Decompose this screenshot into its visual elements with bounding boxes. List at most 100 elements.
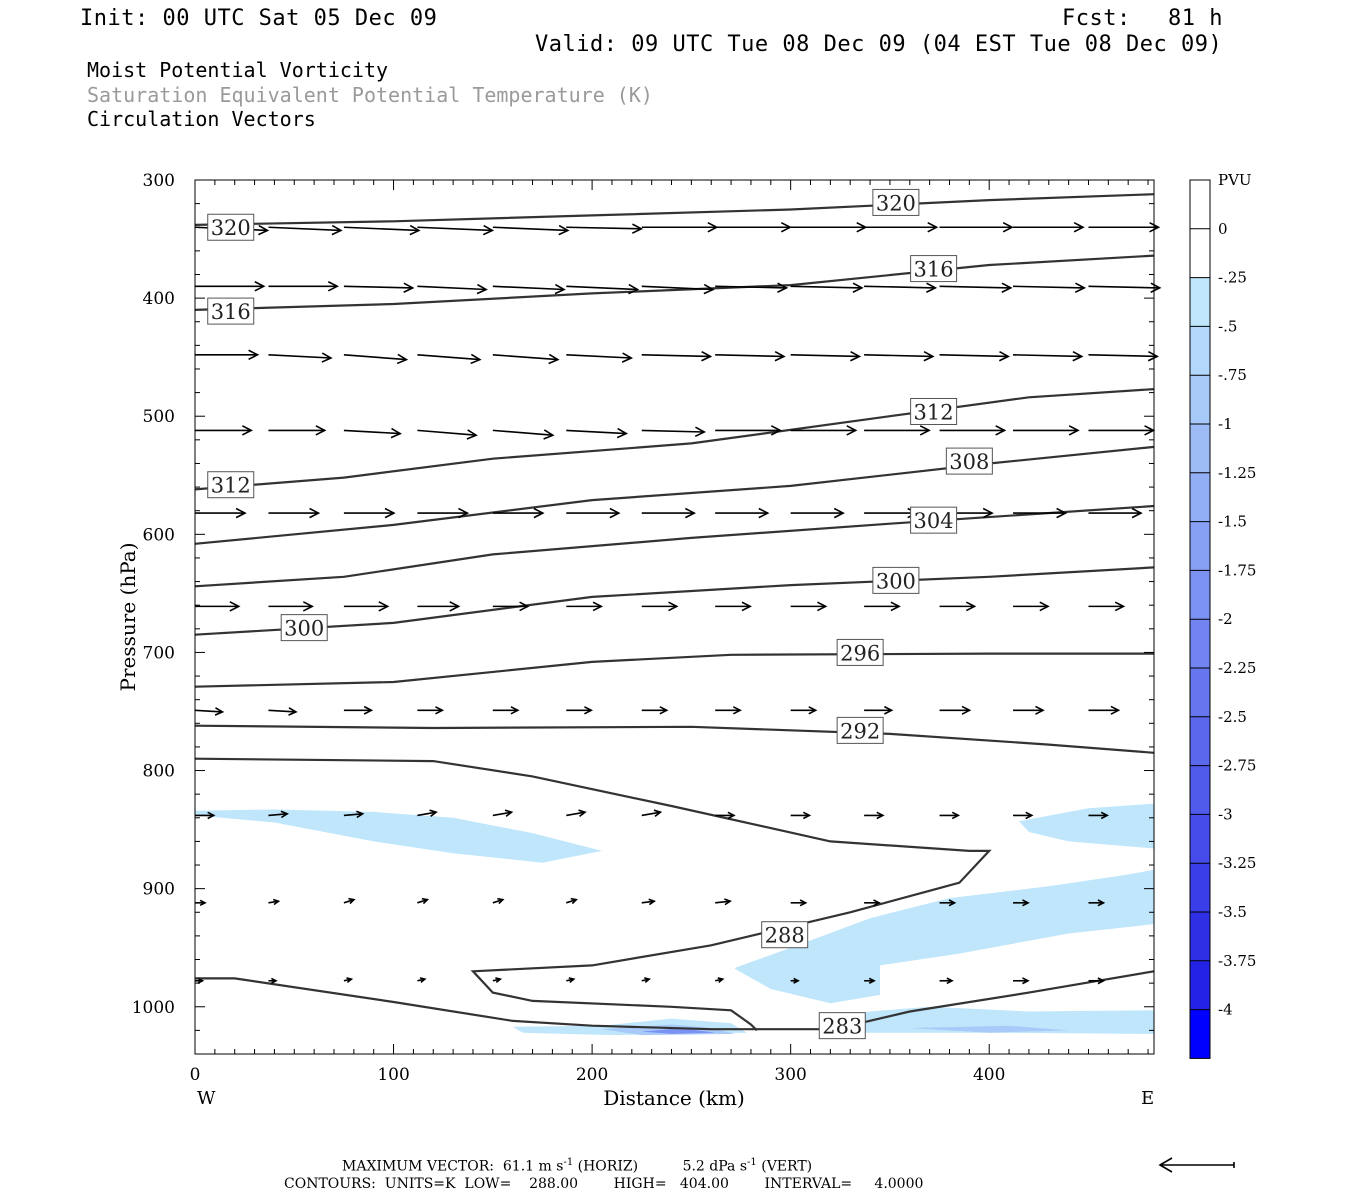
vector-head xyxy=(1022,977,1030,985)
y-tick-label-400: 400 xyxy=(143,289,175,309)
vector-head xyxy=(435,706,445,715)
vector-3-0 xyxy=(195,425,254,436)
contour-label-296-0: 296 xyxy=(836,638,884,666)
contour-label-312-1-text: 312 xyxy=(914,400,954,424)
vector-2-6 xyxy=(641,350,713,362)
vector-head xyxy=(965,601,977,612)
contour-296 xyxy=(194,652,1154,688)
vector-2-1 xyxy=(268,352,333,363)
contour-292 xyxy=(194,724,1155,754)
vector-head xyxy=(868,977,876,984)
y-tick-label-800: 800 xyxy=(143,762,175,782)
vector-shaft xyxy=(715,354,784,358)
colorbar-cell-7 xyxy=(1190,521,1210,571)
colorbar-label-6: -1.5 xyxy=(1218,513,1247,531)
contour-label-312-0: 312 xyxy=(207,471,255,499)
vector-head xyxy=(321,352,333,363)
vector-1-11 xyxy=(1013,282,1087,293)
contour-label-316-0-box xyxy=(207,297,255,325)
y-tick-label-600: 600 xyxy=(143,525,175,545)
vector-shaft xyxy=(492,285,565,291)
colorbar-label-10: -2.5 xyxy=(1218,708,1247,726)
vector-2-5 xyxy=(566,352,634,363)
y-axis-label: Pressure (hPa) xyxy=(116,543,140,692)
contour-label-316-0-text: 316 xyxy=(211,300,251,324)
vector-head xyxy=(616,427,629,439)
vector-9-10 xyxy=(939,977,954,985)
vector-0-6 xyxy=(641,221,719,233)
vector-head xyxy=(946,977,954,985)
axis-ticks xyxy=(194,179,1154,1055)
contour-320 xyxy=(194,193,1155,226)
vector-4-8 xyxy=(790,507,845,519)
vector-head xyxy=(409,224,421,236)
vector-3-4 xyxy=(492,429,555,440)
vector-head xyxy=(1074,282,1087,293)
vector-1-1 xyxy=(268,281,339,292)
vector-head xyxy=(852,282,864,293)
vector-head xyxy=(1131,507,1143,519)
vector-7-8 xyxy=(790,811,812,820)
vector-head xyxy=(363,705,374,715)
y-tick-label-700: 700 xyxy=(143,643,175,663)
y-tick-label-1000: 1000 xyxy=(132,998,175,1018)
vector-head xyxy=(348,897,356,905)
vector-shaft xyxy=(566,226,642,230)
horiz-max: 61.1 m s xyxy=(502,1158,564,1175)
vector-head xyxy=(1022,899,1030,907)
vector-head xyxy=(802,811,812,820)
vector-7-1 xyxy=(268,810,289,819)
vector-head xyxy=(199,899,207,907)
contour-label-316-0: 316 xyxy=(207,297,255,325)
vector-0-5 xyxy=(566,223,644,234)
contour-label-288-0: 288 xyxy=(761,921,809,949)
horiz-tag: (HORIZ) xyxy=(577,1158,639,1175)
vector-7-5 xyxy=(566,809,587,817)
contour-label-320-0-text: 320 xyxy=(211,216,251,240)
pv-region-3 xyxy=(830,1006,1154,1034)
vector-4-7 xyxy=(715,507,770,519)
vector-head xyxy=(982,507,994,519)
vector-9-11 xyxy=(1013,977,1030,985)
colorbar-label-5: -1.25 xyxy=(1218,464,1256,482)
vector-head xyxy=(533,507,545,519)
vector-3-1 xyxy=(268,425,327,436)
contour-label-300-0: 300 xyxy=(280,614,328,642)
colorbar-label-14: -3.5 xyxy=(1218,903,1247,921)
vector-5-0 xyxy=(195,601,241,612)
vector-head xyxy=(288,707,298,716)
contour-288-right xyxy=(844,970,1155,1028)
vector-5-2 xyxy=(343,601,390,612)
vector-2-8 xyxy=(790,350,862,362)
vector-shaft xyxy=(641,354,711,358)
vector-head xyxy=(592,601,604,612)
vector-shaft xyxy=(417,285,487,291)
contour-label-308-0-text: 308 xyxy=(949,450,989,474)
pv-region-6 xyxy=(641,1028,716,1034)
vector-8-2 xyxy=(343,897,356,905)
vector-6-0 xyxy=(194,707,225,716)
contour-288-lower xyxy=(195,977,831,1031)
vector-5-6 xyxy=(641,601,679,612)
vector-shaft xyxy=(343,354,407,361)
vector-9-7 xyxy=(715,977,725,984)
vector-shaft xyxy=(566,811,586,817)
east-label: E xyxy=(1141,1088,1154,1109)
vector-head xyxy=(327,281,339,292)
vector-2-9 xyxy=(864,350,935,362)
colorbar-title: PVU xyxy=(1218,171,1252,189)
vector-4-0 xyxy=(195,507,247,519)
vector-1-4 xyxy=(492,283,566,295)
field-title-thetaes: Saturation Equivalent Potential Temperat… xyxy=(87,83,653,107)
vector-3-7 xyxy=(715,425,782,436)
vector-6-10 xyxy=(939,705,972,715)
vector-head xyxy=(793,977,800,984)
vector-head xyxy=(396,353,409,365)
field-title-mpv: Moist Potential Vorticity xyxy=(87,58,389,82)
vector-head xyxy=(229,601,241,612)
vector-7-3 xyxy=(417,809,438,817)
contour-label-288-1-text: 283 xyxy=(822,1015,862,1039)
colorbar-label-8: -2 xyxy=(1218,610,1233,628)
vector-9-4 xyxy=(492,977,503,984)
vector-8-1 xyxy=(268,898,281,906)
